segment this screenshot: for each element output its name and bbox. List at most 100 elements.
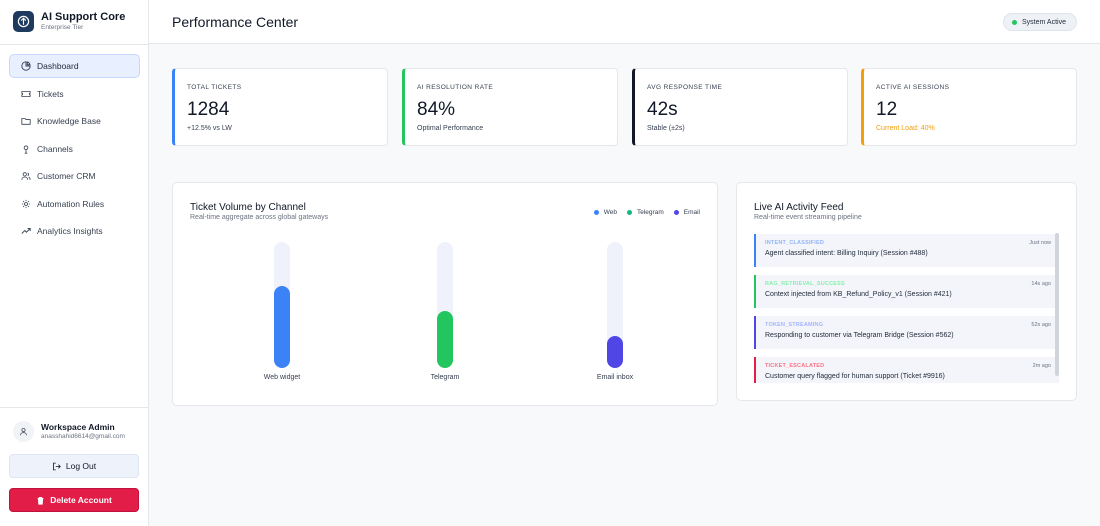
sidebar-divider-bottom (0, 407, 149, 408)
legend-label: Telegram (637, 209, 664, 216)
sidebar-item-label: Customer CRM (37, 171, 96, 181)
legend-label: Email (683, 209, 700, 216)
status-label: System Active (1022, 18, 1066, 26)
sidebar-item-label: Channels (37, 143, 73, 154)
stat-card-ai-resolution-rate: AI RESOLUTION RATE 84% Optimal Performan… (402, 68, 618, 146)
stat-card-avg-response-time: AVG RESPONSE TIME 42s Stable (±2s) (632, 68, 848, 146)
chart-subtitle: Real-time aggregate across global gatewa… (190, 214, 329, 221)
sidebar-item-customer-crm[interactable]: Customer CRM (9, 164, 140, 188)
feed-item[interactable]: TICKET_ESCALATED 2m ago Customer query f… (754, 357, 1059, 383)
stat-subtext: Stable (±2s) (647, 125, 685, 132)
stat-subtext: +12.5% vs LW (187, 125, 232, 132)
bar-track (607, 242, 623, 368)
feed-subtitle: Real-time event streaming pipeline (754, 214, 862, 221)
feed-event-tag: INTENT_CLASSIFIED (765, 240, 825, 246)
channels-icon (20, 143, 31, 154)
stat-value: 84% (417, 99, 456, 120)
brand-logo-icon (13, 11, 34, 32)
ticket-icon (20, 88, 31, 99)
feed-event-tag: TICKET_ESCALATED (765, 363, 825, 369)
feed-item[interactable]: TOKEN_STREAMING 52s ago Responding to cu… (754, 316, 1059, 349)
sidebar: AI Support Core Enterprise Tier Dashboar… (0, 0, 149, 526)
feed-message: Responding to customer via Telegram Brid… (765, 332, 954, 339)
user-profile[interactable]: Workspace Admin anasshahid6614@gmail.com (13, 421, 125, 442)
sidebar-item-label: Tickets (37, 88, 64, 99)
logout-label: Log Out (65, 461, 97, 471)
user-email: anasshahid6614@gmail.com (41, 433, 125, 440)
sidebar-item-dashboard[interactable]: Dashboard (9, 54, 140, 78)
live-activity-feed-card: Live AI Activity Feed Real-time event st… (736, 182, 1077, 401)
bar-label: Web widget (263, 374, 301, 381)
bar-label: Telegram (430, 374, 460, 381)
feed-item[interactable]: INTENT_CLASSIFIED Just now Agent classif… (754, 234, 1059, 267)
top-header: Performance Center System Active (149, 0, 1100, 44)
legend-item-telegram: Telegram (627, 209, 664, 216)
sidebar-item-automation-rules[interactable]: Automation Rules (9, 192, 140, 216)
system-status-badge: System Active (1003, 13, 1077, 31)
stat-label: ACTIVE AI SESSIONS (876, 84, 950, 91)
feed-title: Live AI Activity Feed (754, 202, 844, 213)
feed-message: Agent classified intent: Billing Inquiry… (765, 250, 928, 257)
ticket-volume-chart-card: Ticket Volume by Channel Real-time aggre… (172, 182, 718, 406)
stat-label: AVG RESPONSE TIME (647, 84, 723, 91)
dashboard-icon (20, 61, 31, 72)
feed-event-tag: RAG_RETRIEVAL_SUCCESS (765, 281, 845, 287)
sidebar-item-analytics-insights[interactable]: Analytics Insights (9, 219, 140, 243)
status-dot-icon (1012, 19, 1017, 25)
bar-telegram[interactable] (437, 311, 453, 368)
sidebar-item-label: Analytics Insights (37, 226, 103, 236)
legend-dot-icon (627, 210, 632, 215)
chart-legend: Web Telegram Email (584, 209, 700, 216)
sidebar-nav: Dashboard Tickets Knowledge Base Channel… (9, 54, 140, 247)
sidebar-item-knowledge-base[interactable]: Knowledge Base (9, 109, 140, 133)
stat-value: 42s (647, 99, 678, 120)
sidebar-divider-top (0, 44, 149, 45)
logout-icon (52, 462, 61, 471)
feed-item[interactable]: RAG_RETRIEVAL_SUCCESS 14s ago Context in… (754, 275, 1059, 308)
sidebar-item-channels[interactable]: Channels (9, 137, 140, 161)
gear-icon (20, 198, 31, 209)
sidebar-item-label: Dashboard (37, 61, 79, 71)
feed-timestamp: 2m ago (1032, 363, 1051, 369)
user-name: Workspace Admin (41, 422, 115, 432)
brand[interactable]: AI Support Core Enterprise Tier (13, 11, 125, 32)
folder-icon (20, 116, 31, 127)
logout-button[interactable]: Log Out (9, 454, 139, 478)
stat-subtext: Current Load: 40% (876, 125, 935, 132)
stat-subtext: Optimal Performance (417, 125, 484, 132)
legend-dot-icon (593, 210, 599, 215)
users-icon (20, 171, 31, 182)
sidebar-item-label: Knowledge Base (37, 116, 101, 126)
feed-timestamp: Just now (1029, 240, 1051, 246)
bar-label: Email inbox (596, 374, 634, 381)
stat-label: TOTAL TICKETS (187, 84, 242, 91)
legend-dot-icon (673, 210, 679, 215)
stat-card-total-tickets: TOTAL TICKETS 1284 +12.5% vs LW (172, 68, 388, 146)
stat-card-active-ai-sessions: ACTIVE AI SESSIONS 12 Current Load: 40% (861, 68, 1077, 146)
sidebar-item-tickets[interactable]: Tickets (9, 82, 140, 106)
brand-tier: Enterprise Tier (41, 24, 84, 31)
feed-scrollbar[interactable] (1055, 233, 1059, 376)
legend-item-email: Email (673, 209, 700, 216)
trash-icon (36, 496, 45, 505)
user-avatar-icon (13, 421, 34, 442)
sidebar-item-label: Automation Rules (37, 198, 105, 209)
chart-title: Ticket Volume by Channel (190, 202, 306, 213)
legend-item-web: Web (593, 209, 617, 216)
delete-account-button[interactable]: Delete Account (9, 488, 139, 512)
brand-name: AI Support Core (41, 11, 126, 23)
delete-account-label: Delete Account (50, 495, 112, 505)
bar-track (274, 242, 290, 368)
feed-timestamp: 52s ago (1031, 322, 1051, 328)
feed-list[interactable]: INTENT_CLASSIFIED Just now Agent classif… (754, 234, 1059, 383)
bar-email-inbox[interactable] (607, 336, 623, 368)
stat-value: 12 (876, 99, 898, 120)
feed-message: Customer query flagged for human support… (765, 373, 945, 380)
trend-icon (20, 226, 31, 237)
legend-label: Web (603, 209, 617, 216)
stat-value: 1284 (187, 99, 230, 120)
bar-web-widget[interactable] (274, 286, 290, 368)
page-title: Performance Center (172, 14, 299, 30)
stat-label: AI RESOLUTION RATE (417, 84, 494, 91)
feed-message: Context injected from KB_Refund_Policy_v… (765, 291, 952, 298)
